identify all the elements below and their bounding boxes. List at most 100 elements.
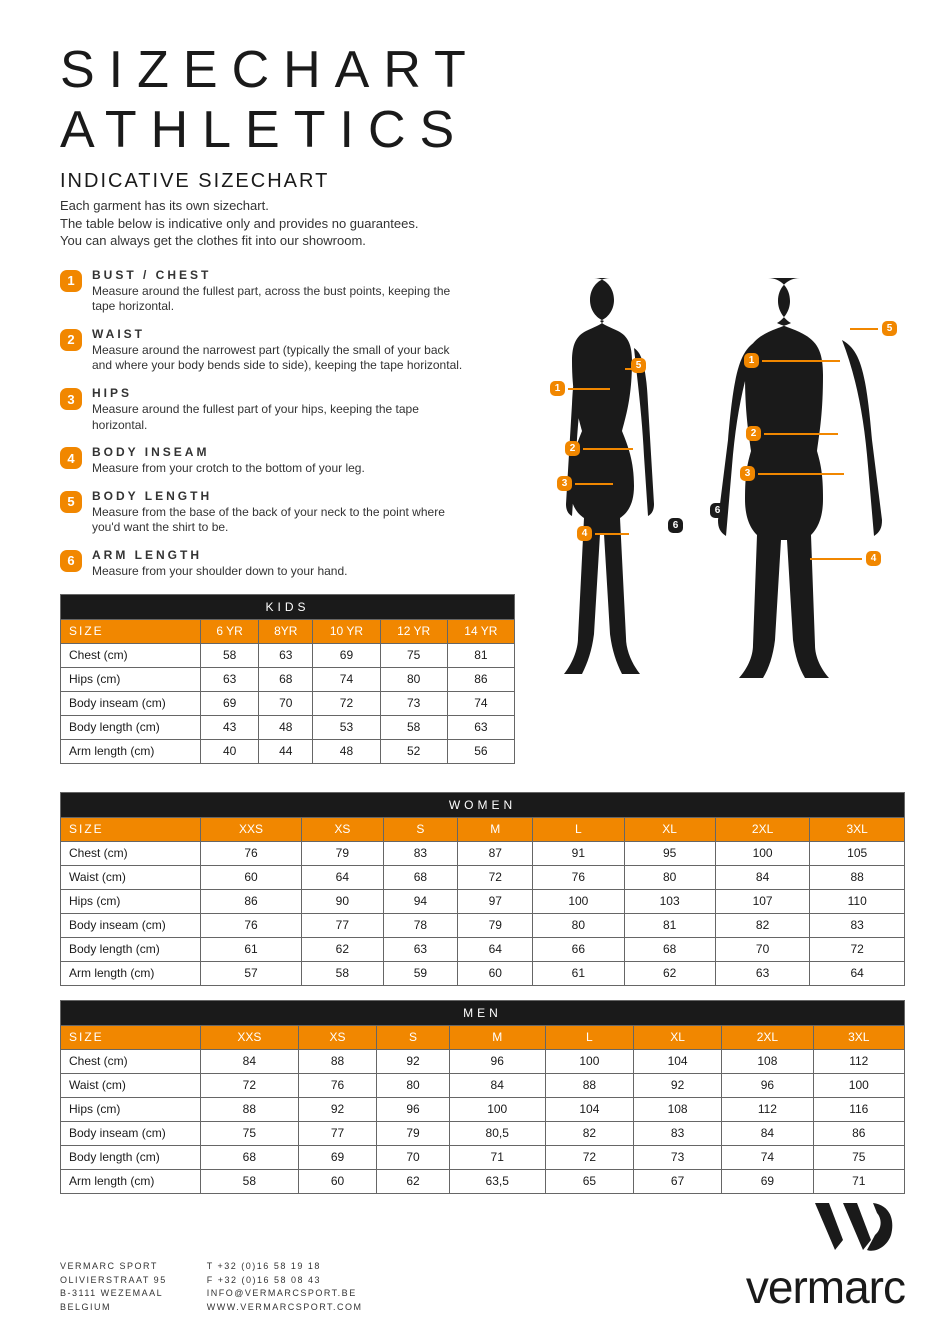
row-label: Arm length (cm): [61, 739, 201, 763]
cell: 63: [383, 937, 458, 961]
cell: 84: [722, 1121, 813, 1145]
measure-badge: 1: [60, 270, 82, 292]
cell: 76: [201, 913, 302, 937]
cell: 76: [201, 841, 302, 865]
cell: 48: [313, 739, 380, 763]
cell: 100: [715, 841, 810, 865]
cell: 73: [380, 691, 447, 715]
cell: 68: [201, 1145, 299, 1169]
cell: 69: [201, 691, 259, 715]
figure-badge-6: 6: [668, 518, 683, 533]
cell: 81: [447, 643, 514, 667]
row-label: Body inseam (cm): [61, 691, 201, 715]
col-header: 8YR: [259, 619, 313, 643]
cell: 100: [545, 1049, 633, 1073]
cell: 52: [380, 739, 447, 763]
measure-badge: 4: [60, 447, 82, 469]
cell: 74: [447, 691, 514, 715]
measure-item-6: 6ARM LENGTHMeasure from your shoulder do…: [60, 548, 515, 580]
footer-line: INFO@VERMARCSPORT.BE: [207, 1287, 363, 1301]
table-row: Waist (cm)72768084889296100: [61, 1073, 905, 1097]
cell: 73: [634, 1145, 722, 1169]
cell: 82: [715, 913, 810, 937]
cell: 67: [634, 1169, 722, 1193]
size-label: SIZE: [61, 817, 201, 841]
cell: 105: [810, 841, 905, 865]
cell: 96: [449, 1049, 545, 1073]
cell: 80: [624, 865, 715, 889]
cell: 116: [813, 1097, 904, 1121]
cell: 64: [810, 961, 905, 985]
cell: 68: [624, 937, 715, 961]
measure-line-1: [568, 388, 610, 390]
size-table: MENSIZEXXSXSSMLXL2XL3XLChest (cm)8488929…: [60, 1000, 905, 1194]
page-title: SIZECHART ATHLETICS: [60, 40, 905, 160]
figure-badge-3: 3: [557, 476, 572, 491]
cell: 86: [813, 1121, 904, 1145]
measure-title: HIPS: [92, 386, 472, 400]
cell: 88: [545, 1073, 633, 1097]
cell: 72: [810, 937, 905, 961]
cell: 80: [380, 667, 447, 691]
col-header: S: [377, 1025, 449, 1049]
cell: 60: [201, 865, 302, 889]
cell: 96: [722, 1073, 813, 1097]
cell: 82: [545, 1121, 633, 1145]
cell: 100: [533, 889, 624, 913]
measure-title: BODY LENGTH: [92, 489, 472, 503]
figure-badge-2: 2: [746, 426, 761, 441]
cell: 57: [201, 961, 302, 985]
cell: 75: [380, 643, 447, 667]
row-label: Chest (cm): [61, 1049, 201, 1073]
footer-line: VERMARC SPORT: [60, 1260, 167, 1274]
cell: 79: [458, 913, 533, 937]
measure-desc: Measure around the narrowest part (typic…: [92, 343, 472, 374]
table-title: WOMEN: [61, 792, 905, 817]
cell: 86: [201, 889, 302, 913]
figure-badge-6: 6: [710, 503, 725, 518]
female-figure: 123456: [540, 278, 680, 778]
col-header: 10 YR: [313, 619, 380, 643]
cell: 92: [377, 1049, 449, 1073]
cell: 63,5: [449, 1169, 545, 1193]
size-table: KIDSSIZE6 YR8YR10 YR12 YR14 YRChest (cm)…: [60, 594, 515, 764]
figure-badge-2: 2: [565, 441, 580, 456]
intro-line-1: Each garment has its own sizechart.: [60, 197, 905, 215]
size-label: SIZE: [61, 619, 201, 643]
cell: 74: [313, 667, 380, 691]
cell: 48: [259, 715, 313, 739]
table-title: KIDS: [61, 594, 515, 619]
measure-item-5: 5BODY LENGTHMeasure from the base of the…: [60, 489, 515, 536]
cell: 96: [377, 1097, 449, 1121]
cell: 88: [810, 865, 905, 889]
cell: 53: [313, 715, 380, 739]
col-header: L: [545, 1025, 633, 1049]
cell: 43: [201, 715, 259, 739]
measure-line-3: [758, 473, 844, 475]
cell: 90: [302, 889, 383, 913]
measure-badge: 2: [60, 329, 82, 351]
men-table-wrap: MENSIZEXXSXSSMLXL2XL3XLChest (cm)8488929…: [60, 1000, 905, 1194]
measure-line-3: [575, 483, 613, 485]
cell: 58: [201, 1169, 299, 1193]
cell: 74: [722, 1145, 813, 1169]
cell: 63: [259, 643, 313, 667]
cell: 97: [458, 889, 533, 913]
cell: 61: [533, 961, 624, 985]
table-title: MEN: [61, 1000, 905, 1025]
measure-line-2: [583, 448, 633, 450]
cell: 60: [298, 1169, 377, 1193]
table-row: Body inseam (cm)7677787980818283: [61, 913, 905, 937]
row-label: Body inseam (cm): [61, 913, 201, 937]
cell: 92: [634, 1073, 722, 1097]
measure-line-4: [595, 533, 629, 535]
cell: 78: [383, 913, 458, 937]
cell: 108: [722, 1049, 813, 1073]
measure-item-1: 1BUST / CHESTMeasure around the fullest …: [60, 268, 515, 315]
cell: 63: [447, 715, 514, 739]
cell: 70: [377, 1145, 449, 1169]
cell: 77: [298, 1121, 377, 1145]
measure-desc: Measure from your shoulder down to your …: [92, 564, 347, 580]
measure-badge: 5: [60, 491, 82, 513]
footer: VERMARC SPORTOLIVIERSTRAAT 95B-3111 WEZE…: [60, 1195, 905, 1314]
